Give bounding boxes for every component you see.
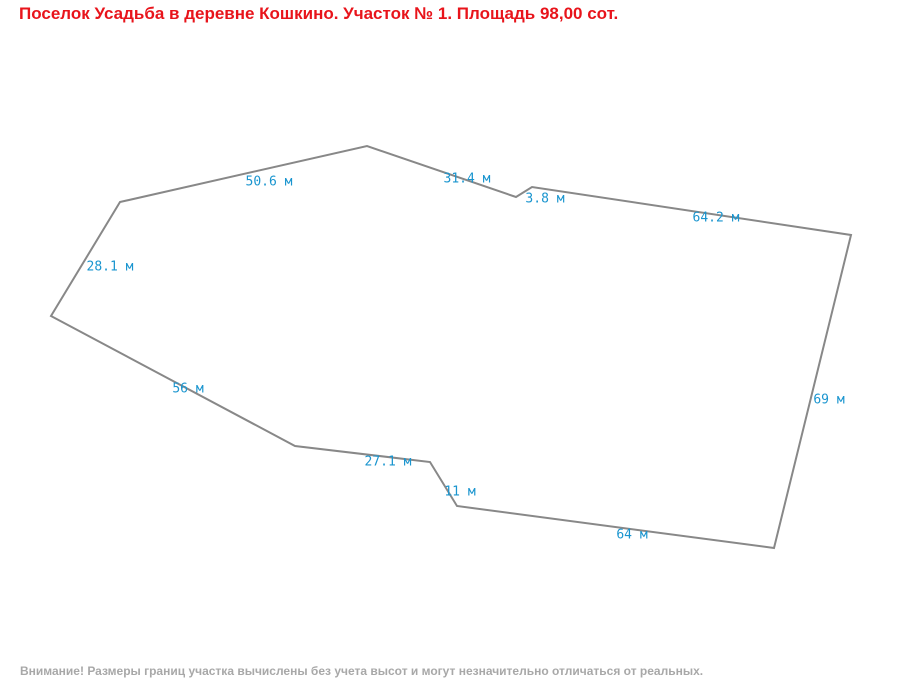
title: Поселок Усадьба в деревне Кошкино. Участ… [19,4,618,23]
edge-length-label: 64 м [616,528,647,543]
edge-length-label: 3.8 м [525,192,564,207]
edge-length-label: 50.6 м [246,175,293,190]
edge-length-label: 64.2 м [693,211,740,226]
edge-length-label: 28.1 м [87,260,134,275]
edge-length-label: 31.4 м [444,172,491,187]
edge-length-label: 11 м [444,485,475,500]
plot-boundary [49,144,853,550]
footer-note: Внимание! Размеры границ участка вычисле… [20,664,703,678]
edge-length-label: 27.1 м [365,455,412,470]
edge-length-label: 56 м [172,382,203,397]
edge-length-label: 69 м [813,393,844,408]
